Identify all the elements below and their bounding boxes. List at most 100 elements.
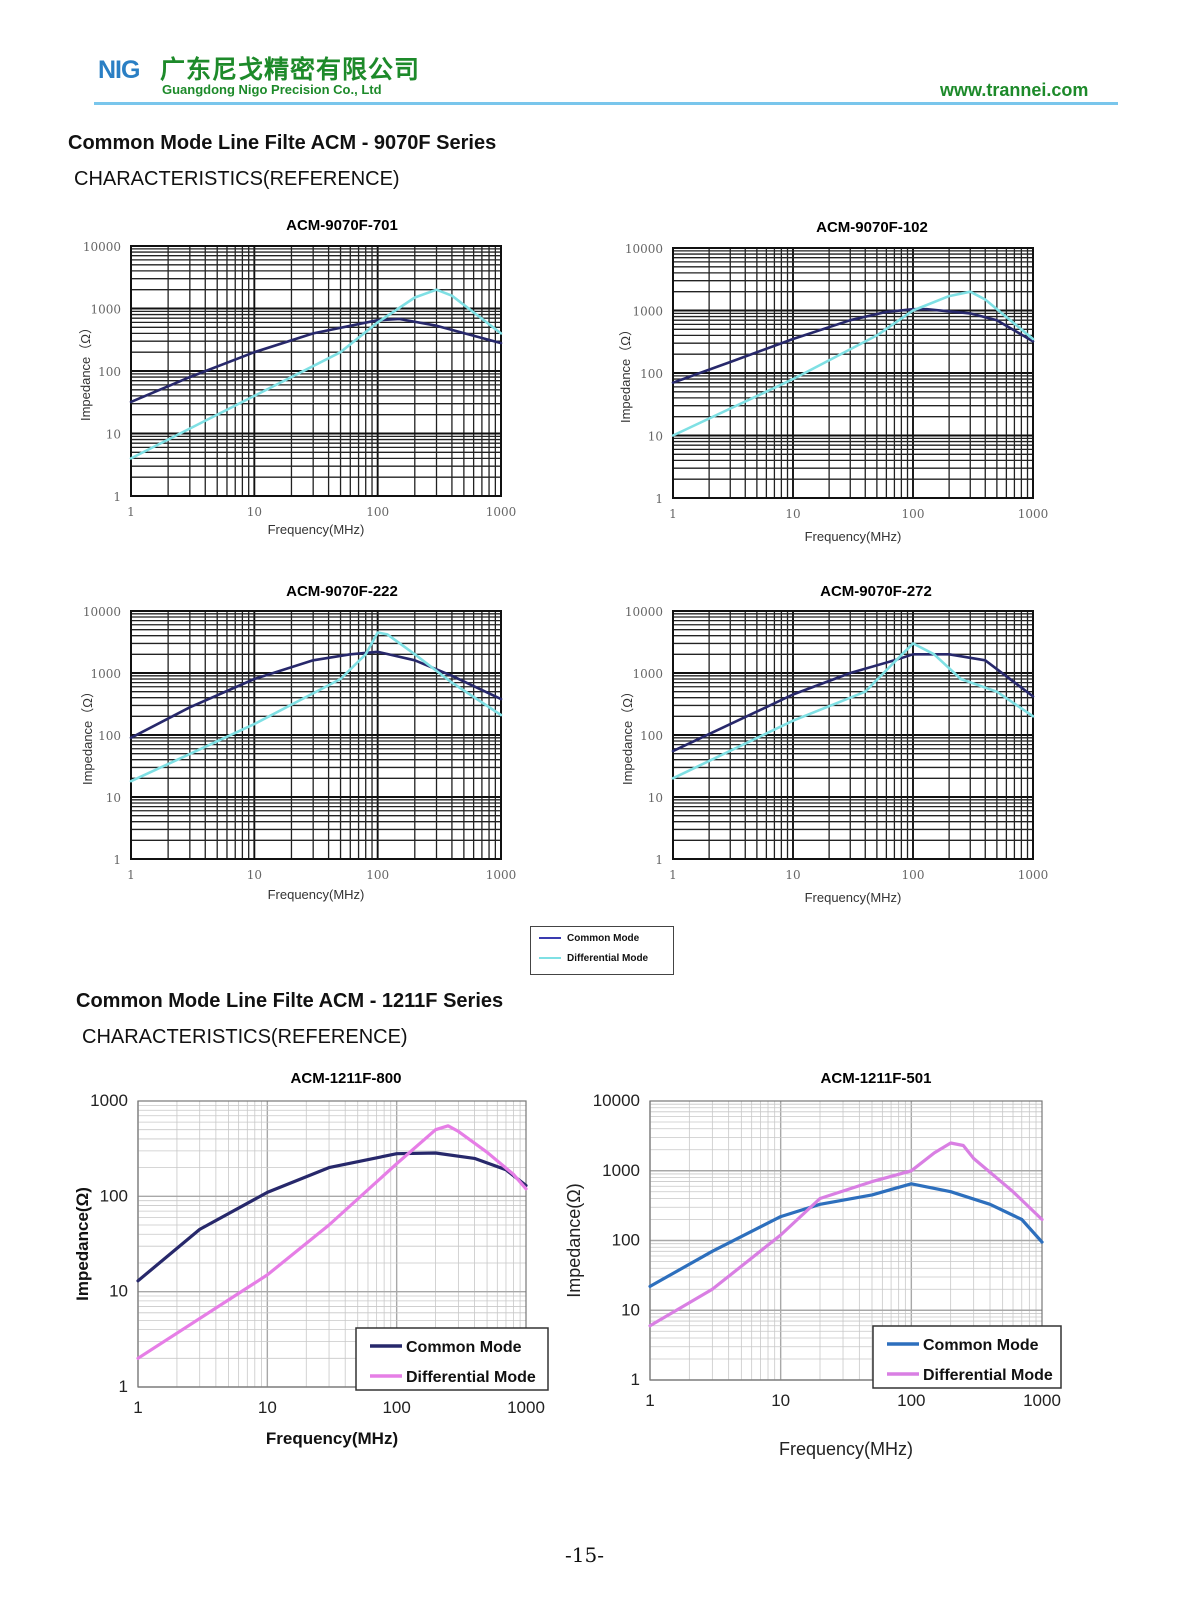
y-tick-label: 10000 <box>593 1091 640 1110</box>
y-tick-label: 100 <box>98 365 121 379</box>
chart-acm-1211f-800: ACM-1211F-800 1 10 100 1000 1 10 100 1000 Frequen… <box>0 0 580 1480</box>
y-tick-label: 1 <box>119 1377 128 1396</box>
x-axis-label: Frequency(MHz) <box>805 890 902 905</box>
x-tick-label: 1000 <box>1018 507 1049 521</box>
chart-acm-9070f-102: ACM-9070F-102 1 10 100 1000 1 10 100 1000 10000 Fr… <box>0 0 1100 560</box>
x-tick-label: 10 <box>258 1398 277 1417</box>
x-tick-label: 10 <box>247 505 262 519</box>
page-number: -15- <box>565 1543 604 1567</box>
x-tick-label: 100 <box>382 1398 410 1417</box>
x-tick-label: 1 <box>645 1391 654 1410</box>
series-line-common-mode <box>129 317 503 404</box>
y-tick-label: 10000 <box>625 605 663 619</box>
x-tick-label: 1 <box>127 505 135 519</box>
y-tick-label: 1 <box>655 853 663 867</box>
section1-subtitle: CHARACTERISTICS(REFERENCE) <box>74 168 400 190</box>
x-tick-label: 100 <box>366 868 389 882</box>
legend-box <box>872 1325 1062 1389</box>
x-tick-label: 100 <box>366 505 389 519</box>
y-tick-label: 10 <box>648 791 663 805</box>
y-tick-label: 1000 <box>632 667 663 681</box>
x-axis-label: Frequency(MHz) <box>805 529 902 544</box>
y-tick-label: 1 <box>113 853 121 867</box>
y-axis-label: Impedance(Ω) <box>564 1183 584 1298</box>
y-tick-label: 100 <box>612 1231 640 1250</box>
plot-frame <box>672 247 1034 499</box>
series-line-differential-mode <box>648 1141 1044 1328</box>
plot-frame <box>672 610 1034 860</box>
x-axis-label: Frequency(MHz) <box>779 1439 913 1459</box>
x-tick-label: 100 <box>902 507 925 521</box>
series-line-common-mode <box>648 1182 1044 1288</box>
section2-subtitle: CHARACTERISTICS(REFERENCE) <box>82 1026 408 1048</box>
y-tick-label: 100 <box>100 1186 128 1205</box>
series-line-differential-mode <box>671 290 1035 437</box>
y-tick-label: 100 <box>640 729 663 743</box>
company-name-english: Guangdong Nigo Precision Co., Ltd <box>162 82 382 97</box>
plot-frame <box>130 610 502 860</box>
y-axis-label: Impedance（Ω） <box>80 685 95 785</box>
y-tick-label: 10000 <box>83 605 121 619</box>
series-line-differential-mode <box>671 642 1035 780</box>
chart-title: ACM-9070F-222 <box>286 583 398 600</box>
series-line-differential-mode <box>136 1124 528 1360</box>
chart-acm-1211f-501: ACM-1211F-501 1 10 100 1000 1 10 100 1000 10000 Fr… <box>564 1070 1062 1459</box>
x-tick-label: 10 <box>247 868 262 882</box>
y-tick-label: 10 <box>109 1282 128 1301</box>
legend-label: Common Mode <box>406 1339 522 1356</box>
chart-legend: Common Mode Differential Mode <box>530 926 674 975</box>
y-tick-label: 1000 <box>632 305 663 319</box>
x-tick-label: 1000 <box>486 505 517 519</box>
x-tick-label: 1 <box>669 868 677 882</box>
legend-box <box>355 1327 549 1391</box>
chart-acm-9070f-701: ACM-9070F-701 1 10 100 1000 1 10 100 1000 10000 Fr… <box>0 0 560 560</box>
plot-grid <box>130 245 502 497</box>
x-tick-label: 1 <box>669 507 677 521</box>
x-axis-label: Frequency(MHz) <box>268 887 365 902</box>
y-axis-label: Impedance（Ω） <box>78 321 93 421</box>
y-tick-label: 1 <box>655 492 663 506</box>
website-link[interactable]: www.trannei.com <box>940 80 1089 100</box>
x-tick-label: 10 <box>771 1391 790 1410</box>
y-tick-label: 1000 <box>90 303 121 317</box>
x-tick-label: 100 <box>897 1391 925 1410</box>
x-tick-label: 10 <box>785 507 800 521</box>
chart-title: ACM-1211F-501 <box>821 1070 932 1087</box>
legend-item-common-mode: Common Mode <box>539 933 639 944</box>
y-tick-label: 10000 <box>83 240 121 254</box>
x-tick-label: 10 <box>785 868 800 882</box>
section1-title: Common Mode Line Filte ACM - 9070F Serie… <box>68 132 497 154</box>
chart-title: ACM-9070F-701 <box>286 217 398 234</box>
y-tick-label: 1 <box>631 1370 640 1389</box>
legend-label: Differential Mode <box>923 1367 1053 1384</box>
series-line-differential-mode <box>129 631 503 783</box>
x-tick-label: 1000 <box>1023 1391 1061 1410</box>
x-tick-label: 1000 <box>507 1398 545 1417</box>
y-tick-label: 10 <box>648 430 663 444</box>
y-axis-label: Impedance（Ω） <box>618 323 633 423</box>
chart-title: ACM-1211F-800 <box>291 1070 402 1087</box>
y-tick-label: 100 <box>640 367 663 381</box>
section2-title: Common Mode Line Filte ACM - 1211F Serie… <box>76 990 504 1012</box>
y-axis-label: Impedance(Ω) <box>73 1187 92 1301</box>
x-tick-label: 1 <box>133 1398 142 1417</box>
x-tick-label: 1 <box>127 868 135 882</box>
y-tick-label: 1000 <box>90 1091 128 1110</box>
y-tick-label: 1 <box>113 490 121 504</box>
header-divider <box>94 102 1118 105</box>
series-line-differential-mode <box>129 288 503 460</box>
plot-frame <box>137 1100 527 1388</box>
chart-acm-9070f-222: ACM-9070F-222 1 10 100 1000 1 10 100 1000 10000 Fr… <box>0 0 560 920</box>
series-line-common-mode <box>671 307 1035 384</box>
legend-item-differential-mode: Differential Mode <box>539 953 648 964</box>
plot-frame <box>130 245 502 497</box>
legend-label: Common Mode <box>923 1337 1039 1354</box>
series-line-common-mode <box>136 1151 528 1283</box>
x-tick-label: 1000 <box>1018 868 1049 882</box>
chart-title: ACM-9070F-272 <box>820 583 932 600</box>
y-tick-label: 10 <box>106 428 121 442</box>
x-tick-label: 1000 <box>486 868 517 882</box>
y-tick-label: 10 <box>106 791 121 805</box>
company-logo: NIG <box>98 56 140 84</box>
x-axis-label: Frequency(MHz) <box>266 1429 398 1448</box>
